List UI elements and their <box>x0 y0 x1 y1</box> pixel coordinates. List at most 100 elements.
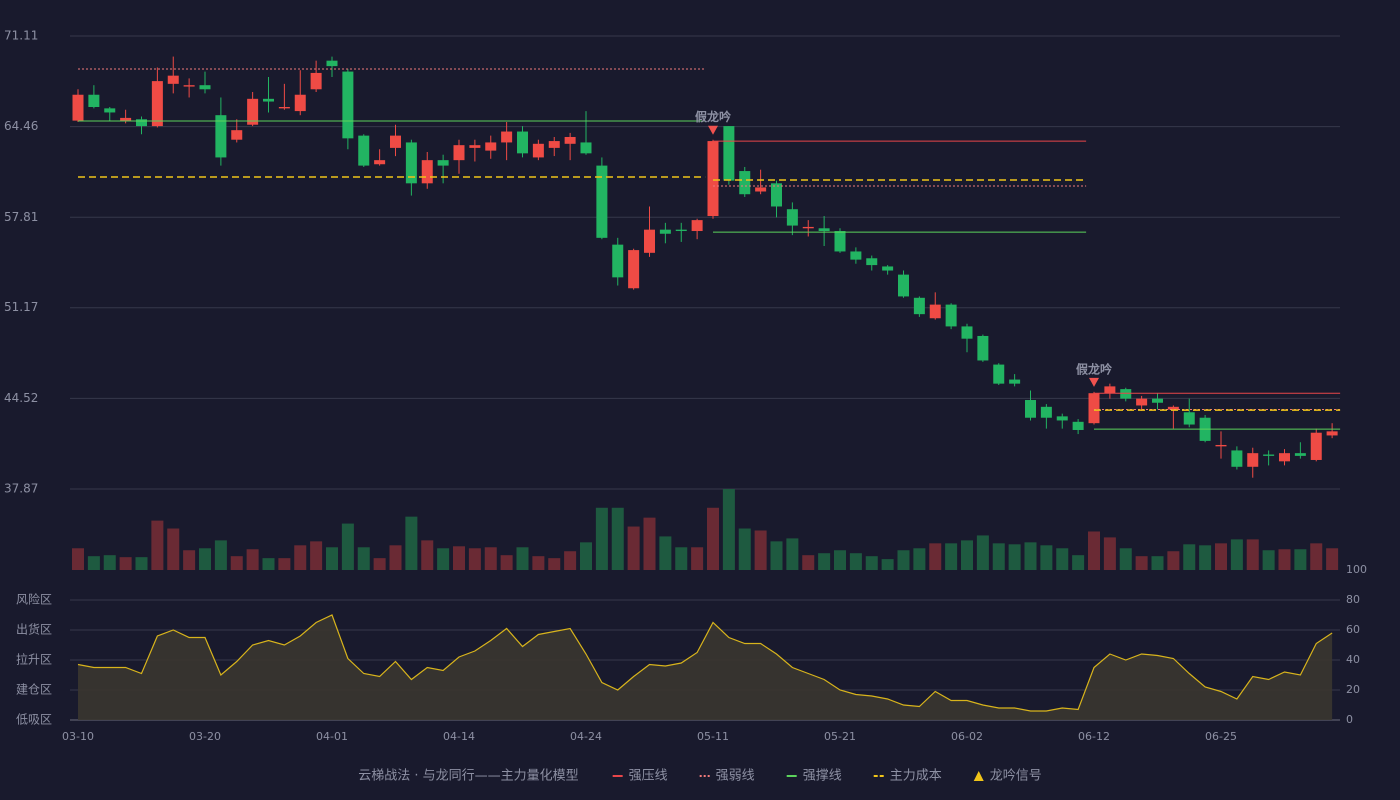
volume-bar <box>1199 545 1212 570</box>
volume-bar <box>834 550 846 570</box>
candle-body <box>517 131 528 154</box>
candle-body <box>1167 406 1179 410</box>
volume-bar <box>1119 548 1132 570</box>
volume-bar <box>1151 556 1164 570</box>
zone-label: 出货区 <box>16 622 52 637</box>
candle-body <box>278 107 290 109</box>
volume-bar <box>1326 548 1339 570</box>
candle-body <box>564 136 576 144</box>
candle-body <box>1215 444 1227 447</box>
volume-bar <box>1088 531 1100 570</box>
x-tick-label: 03-20 <box>189 730 221 743</box>
x-tick-label: 03-10 <box>62 730 94 743</box>
volume-bar <box>326 547 338 570</box>
signal-label: 假龙吟 <box>695 109 731 124</box>
zone-label: 低吸区 <box>16 713 52 727</box>
volume-bar <box>897 550 910 570</box>
volume-bar <box>881 559 894 570</box>
candle-body <box>485 142 497 151</box>
candle-body <box>945 304 957 327</box>
candle-body <box>739 171 751 195</box>
volume-bar <box>516 547 529 570</box>
volume-bar <box>992 543 1005 570</box>
candle-body <box>215 115 227 158</box>
candle-body <box>342 71 354 139</box>
candle-body <box>1009 379 1021 384</box>
candle-body <box>1231 450 1243 467</box>
volume-bar <box>1215 543 1227 570</box>
volume-bar <box>437 548 450 570</box>
candle-body <box>167 75 179 84</box>
volume-bar <box>770 541 783 570</box>
volume-bar <box>278 558 291 570</box>
candle-body <box>120 117 132 121</box>
volume-bar <box>246 549 259 570</box>
volume-bar <box>199 548 211 570</box>
candle-body <box>1294 453 1306 456</box>
candle-body <box>374 160 386 165</box>
candle-body <box>453 145 465 161</box>
volume-bar <box>1024 542 1037 570</box>
candle-body <box>1025 400 1036 418</box>
candle-body <box>501 131 513 143</box>
volume-bar <box>294 545 307 570</box>
candle-body <box>882 266 894 271</box>
volume-bar <box>119 557 132 570</box>
candle-body <box>1056 416 1068 421</box>
candle-body <box>1040 406 1052 418</box>
y-tick-label: 71.11 <box>4 29 38 43</box>
volume-bar <box>1167 551 1180 570</box>
candle-body <box>596 165 608 238</box>
volume-bar <box>945 543 958 570</box>
x-tick-label: 06-12 <box>1078 730 1110 743</box>
volume-bar <box>643 517 656 570</box>
legend-title: 云梯战法 · 与龙同行——主力量化模型 <box>358 769 578 784</box>
candle-body <box>88 94 100 108</box>
legend-label: 龙吟信号 <box>990 768 1042 784</box>
volume-bar <box>230 556 243 570</box>
candle-body <box>247 98 259 125</box>
candle-body <box>310 72 322 90</box>
volume-bar <box>167 528 180 570</box>
candle-body <box>929 304 941 319</box>
volume-bar <box>548 558 561 570</box>
indicator-area <box>78 615 1333 720</box>
volume-bar <box>1056 548 1069 570</box>
volume-bar <box>707 507 719 570</box>
volume-bar <box>262 558 275 570</box>
volume-bar <box>468 548 481 570</box>
y2-tick-label: 40 <box>1346 653 1360 666</box>
volume-bar <box>659 536 672 570</box>
volume-bar <box>453 546 465 570</box>
volume-bar <box>754 530 767 570</box>
volume-bar <box>310 541 323 570</box>
y2-tick-label: 0 <box>1346 713 1353 726</box>
candle-body <box>437 160 449 166</box>
volume-bar <box>1072 555 1085 570</box>
candle-body <box>771 183 782 207</box>
candle-body <box>104 108 116 113</box>
volume-bar <box>183 550 196 570</box>
candle-body <box>294 94 306 112</box>
candle-body <box>1247 453 1259 467</box>
candle-body <box>707 141 719 217</box>
volume-bar <box>1310 543 1323 570</box>
y-tick-label: 44.52 <box>4 391 38 405</box>
volume-bar <box>802 555 815 570</box>
legend-label: 强压线 <box>629 769 668 784</box>
x-tick-label: 04-01 <box>316 730 348 743</box>
volume-bar <box>849 553 862 570</box>
signal-label: 假龙吟 <box>1076 361 1112 376</box>
candle-body <box>1136 398 1148 406</box>
legend: 云梯战法 · 与龙同行——主力量化模型 强压线 强弱线 强撑线 主力成本 龙吟信号 <box>358 768 1041 784</box>
candle-body <box>1088 393 1100 424</box>
volume-bar <box>357 547 370 570</box>
volume-bar <box>1040 545 1053 570</box>
y2-tick-label: 100 <box>1346 563 1367 576</box>
zone-label: 风险区 <box>16 592 52 607</box>
candle-body <box>390 135 401 148</box>
volume-bar <box>389 545 402 570</box>
candle-body <box>755 187 767 192</box>
volume-bar <box>675 547 688 570</box>
candle-body <box>548 141 560 148</box>
